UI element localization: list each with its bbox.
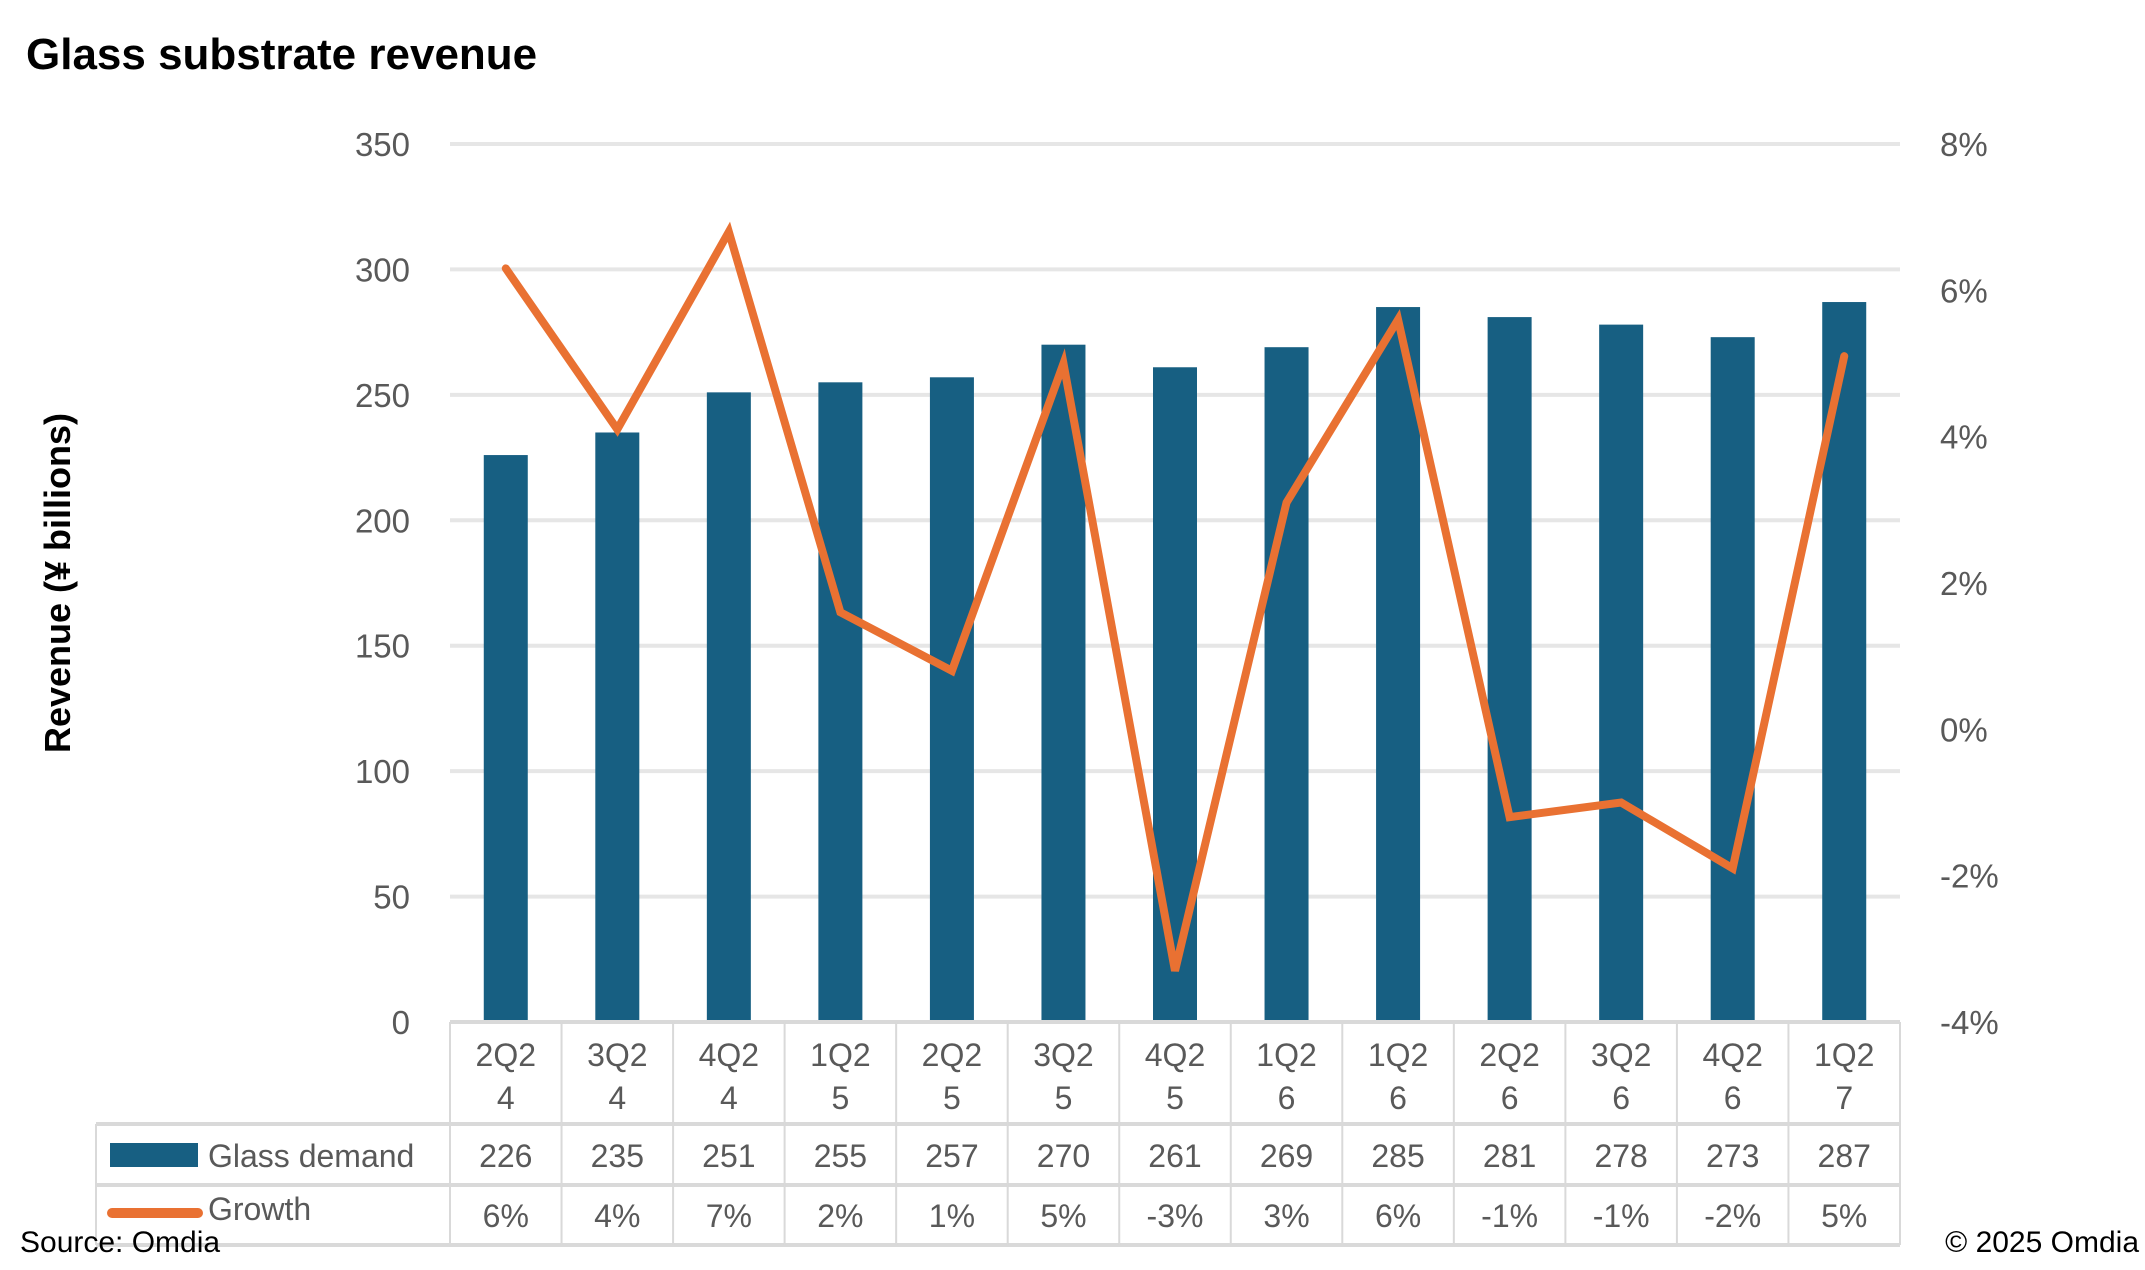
category-label-line1: 3Q2 <box>1033 1037 1093 1073</box>
y2-tick-label: 6% <box>1940 272 1988 309</box>
bar <box>706 392 751 1022</box>
y2-tick-label: -2% <box>1940 858 1999 895</box>
category-label-line2: 6 <box>1724 1080 1742 1116</box>
category-label-line2: 6 <box>1612 1080 1630 1116</box>
y2-tick-label: 0% <box>1940 711 1988 748</box>
category-label-line2: 5 <box>943 1080 961 1116</box>
growth-value: -1% <box>1481 1198 1538 1234</box>
growth-value: -3% <box>1147 1198 1204 1234</box>
category-label-line1: 4Q2 <box>699 1037 759 1073</box>
y2-tick-label: -4% <box>1940 1004 1999 1041</box>
demand-value: 273 <box>1706 1138 1759 1174</box>
demand-value: 285 <box>1371 1138 1424 1174</box>
category-label-line2: 4 <box>608 1080 626 1116</box>
category-label-line1: 4Q2 <box>1702 1037 1762 1073</box>
demand-value: 261 <box>1148 1138 1201 1174</box>
y-axis-label: Revenue (¥ billions) <box>37 413 78 753</box>
category-label-line1: 1Q2 <box>1368 1037 1428 1073</box>
category-label-line2: 4 <box>497 1080 515 1116</box>
legend-label-glass-demand: Glass demand <box>208 1138 414 1174</box>
category-label-line2: 5 <box>831 1080 849 1116</box>
bar <box>1487 317 1532 1022</box>
demand-value: 278 <box>1594 1138 1647 1174</box>
bar <box>1599 324 1644 1022</box>
demand-value: 270 <box>1037 1138 1090 1174</box>
growth-value: 5% <box>1821 1198 1867 1234</box>
demand-value: 257 <box>925 1138 978 1174</box>
y2-tick-label: 4% <box>1940 419 1988 456</box>
growth-line <box>501 221 1849 972</box>
category-label-line1: 3Q2 <box>1591 1037 1651 1073</box>
growth-value: 3% <box>1263 1198 1309 1234</box>
category-label-line1: 2Q2 <box>922 1037 982 1073</box>
growth-value: 7% <box>706 1198 752 1234</box>
y-tick-label: 150 <box>355 628 410 665</box>
category-label-line2: 6 <box>1278 1080 1296 1116</box>
category-label-line1: 4Q2 <box>1145 1037 1205 1073</box>
bar <box>1376 307 1421 1022</box>
legend-bar-swatch <box>110 1143 198 1167</box>
demand-value: 281 <box>1483 1138 1536 1174</box>
demand-value: 287 <box>1818 1138 1871 1174</box>
source-note: Source: Omdia <box>20 1226 221 1259</box>
demand-value: 255 <box>814 1138 867 1174</box>
category-label-line1: 1Q2 <box>1814 1037 1874 1073</box>
category-label-line2: 7 <box>1835 1080 1853 1116</box>
chart-title: Glass substrate revenue <box>26 30 538 79</box>
y-tick-label: 0 <box>392 1004 410 1041</box>
y-tick-label: 350 <box>355 126 410 163</box>
growth-value: 1% <box>929 1198 975 1234</box>
bar <box>1153 367 1197 1023</box>
demand-value: 226 <box>479 1138 532 1174</box>
category-label-line1: 1Q2 <box>1256 1037 1316 1073</box>
category-label-line1: 3Q2 <box>587 1037 647 1073</box>
growth-value: 4% <box>594 1198 640 1234</box>
demand-value: 269 <box>1260 1138 1313 1174</box>
demand-value: 235 <box>591 1138 644 1174</box>
legend-label-growth: Growth <box>208 1191 311 1227</box>
demand-value: 251 <box>702 1138 755 1174</box>
category-label-line2: 5 <box>1055 1080 1073 1116</box>
bar <box>929 377 974 1023</box>
growth-value: 2% <box>817 1198 863 1234</box>
category-label-line1: 2Q2 <box>476 1037 536 1073</box>
bar <box>595 432 640 1022</box>
y2-tick-label: 8% <box>1940 126 1988 163</box>
growth-value: 5% <box>1040 1198 1086 1234</box>
y-tick-label: 50 <box>373 879 410 916</box>
y-tick-label: 250 <box>355 377 410 414</box>
category-label-line2: 6 <box>1501 1080 1519 1116</box>
bar <box>818 382 863 1022</box>
bar <box>1264 347 1309 1022</box>
y-tick-label: 200 <box>355 502 410 539</box>
category-label-line1: 2Q2 <box>1479 1037 1539 1073</box>
category-label-line2: 4 <box>720 1080 738 1116</box>
category-label-line2: 6 <box>1389 1080 1407 1116</box>
growth-value: 6% <box>1375 1198 1421 1234</box>
y2-tick-label: 2% <box>1940 565 1988 602</box>
category-label-line1: 1Q2 <box>810 1037 870 1073</box>
growth-value: -2% <box>1704 1198 1761 1234</box>
bar <box>1710 337 1755 1022</box>
bar <box>483 455 528 1022</box>
category-label-line2: 5 <box>1166 1080 1184 1116</box>
growth-value: 6% <box>483 1198 529 1234</box>
copyright-note: © 2025 Omdia <box>1945 1226 2139 1259</box>
growth-value: -1% <box>1593 1198 1650 1234</box>
y-tick-label: 300 <box>355 251 410 288</box>
y-tick-label: 100 <box>355 753 410 790</box>
